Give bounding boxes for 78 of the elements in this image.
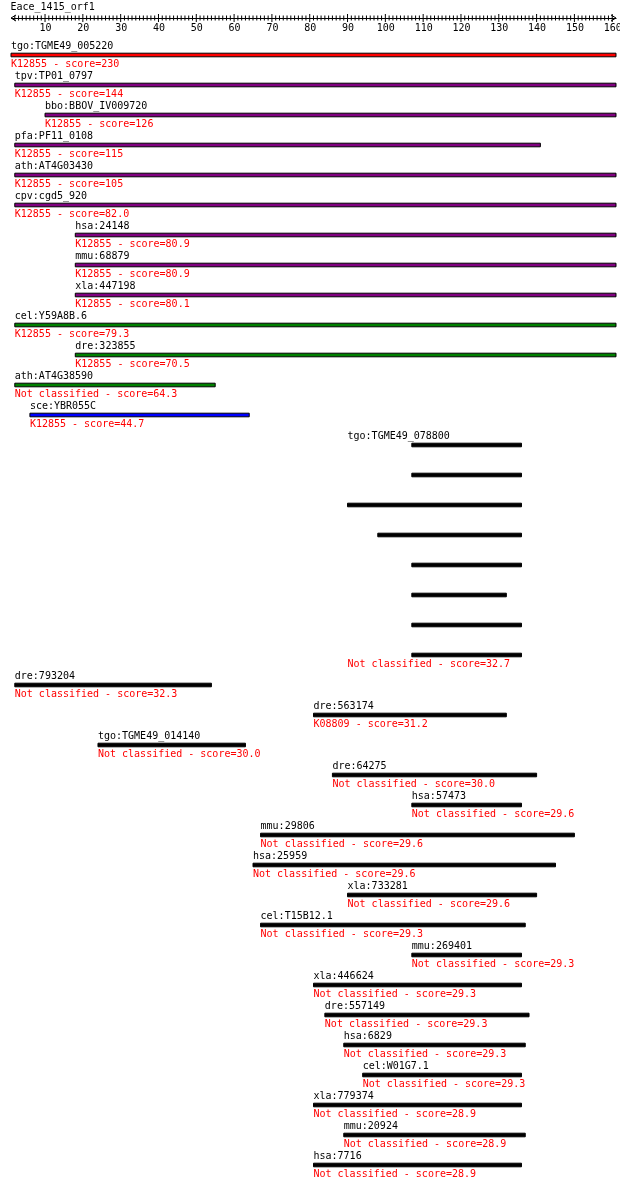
annotation: K12855 - score=70.5	[75, 358, 190, 369]
y-tick-label: ath:AT4G03430	[14, 160, 94, 171]
annotation: Not classified - score=64.3	[14, 388, 178, 399]
annotation: Not classified - score=30.0	[97, 748, 261, 759]
x-tick-label: 40	[152, 21, 165, 33]
y-tick-label: tpv:TP01_0797	[14, 70, 94, 82]
annotation: K12855 - score=82.0	[14, 208, 130, 219]
y-tick-label: tgo:TGME49_005220	[11, 40, 114, 52]
annotation: Not classified - score=29.3	[362, 1078, 526, 1089]
annotation: Not classified - score=29.6	[253, 868, 416, 879]
y-tick-label: hsa:24148	[75, 220, 130, 231]
y-tick-label: xla:447198	[75, 280, 136, 291]
x-tick-label: 110	[414, 21, 433, 33]
x-tick-label: 150	[565, 21, 584, 33]
y-tick-label: dre:563174	[313, 700, 374, 711]
y-tick-label: bbo:BBOV_IV009720	[45, 100, 148, 112]
x-tick-label: 70	[266, 21, 279, 33]
y-tick-label: cpv:cgd5_920	[14, 190, 88, 202]
y-tick-label: hsa:25959	[253, 850, 308, 861]
annotation: Not classified - score=29.6	[260, 838, 424, 849]
x-tick-label: 60	[228, 21, 241, 33]
y-tick-label: cel:T15B12.1	[260, 910, 333, 921]
annotation: K12855 - score=105	[14, 178, 124, 189]
x-tick-label: 50	[190, 21, 203, 33]
annotation: K12855 - score=44.7	[29, 418, 145, 429]
annotation: Not classified - score=29.3	[324, 1018, 488, 1029]
x-tick-label: 10	[39, 21, 52, 33]
y-tick-label: mmu:20924	[343, 1120, 398, 1131]
y-tick-label: cel:W01G7.1	[362, 1060, 429, 1071]
annotation: Not classified - score=28.9	[343, 1138, 507, 1149]
y-tick-label: xla:779374	[313, 1090, 374, 1101]
annotation: K12855 - score=79.3	[14, 328, 130, 339]
y-tick-label: dre:323855	[75, 340, 136, 351]
y-tick-label: dre:64275	[332, 760, 387, 771]
annotation: K08809 - score=31.2	[313, 718, 428, 729]
annotation: K12855 - score=80.9	[75, 268, 190, 279]
y-tick-label: mmu:29806	[260, 820, 315, 831]
annotation: K12855 - score=80.9	[75, 238, 190, 249]
x-tick-label: 120	[452, 21, 471, 33]
annotation: K12855 - score=115	[14, 148, 124, 159]
annotation: Not classified - score=32.3	[14, 688, 178, 699]
annotation: Not classified - score=29.6	[347, 898, 511, 909]
x-tick-label: 100	[376, 21, 395, 33]
y-tick-label: tgo:TGME49_078800	[347, 430, 450, 442]
annotation: K12855 - score=144	[14, 88, 124, 99]
y-tick-label: xla:733281	[347, 880, 408, 891]
annotation: Not classified - score=29.3	[260, 928, 424, 939]
annotation: Not classified - score=28.9	[313, 1108, 477, 1119]
annotation: Not classified - score=29.3	[411, 958, 575, 969]
x-tick-label: 20	[77, 21, 90, 33]
y-tick-label: hsa:6829	[343, 1030, 392, 1041]
y-tick-label: ath:AT4G38590	[14, 370, 94, 381]
annotation: Not classified - score=30.0	[332, 778, 495, 789]
x-tick-label: 140	[528, 21, 547, 33]
y-tick-label: mmu:269401	[411, 940, 473, 951]
annotation: Not classified - score=29.3	[313, 988, 477, 999]
y-tick-label: tgo:TGME49_014140	[97, 730, 201, 742]
x-tick-label: 130	[490, 21, 509, 33]
y-tick-label: sce:YBR055C	[29, 400, 97, 411]
y-tick-label: dre:557149	[324, 1000, 386, 1011]
x-tick-label: 80	[304, 21, 317, 33]
y-tick-label: xla:446624	[313, 970, 374, 981]
chart-title: Eace_1415_orf1	[10, 0, 95, 13]
annotation: Not classified - score=29.3	[343, 1048, 507, 1059]
y-tick-label: pfa:PF11_0108	[14, 130, 94, 142]
x-tick-label: 30	[115, 21, 128, 33]
annotation: Not classified - score=29.6	[411, 808, 575, 819]
y-tick-label: dre:793204	[14, 670, 75, 681]
x-tick-label: 90	[342, 21, 355, 33]
y-tick-label: cel:Y59A8B.6	[14, 310, 88, 321]
annotation: Not classified - score=32.7	[347, 658, 511, 669]
annotation: K12855 - score=80.1	[75, 298, 190, 309]
annotation: K12855 - score=230	[11, 58, 120, 69]
y-tick-label: mmu:68879	[75, 250, 130, 261]
annotation: K12855 - score=126	[45, 118, 154, 129]
y-tick-label: hsa:7716	[313, 1150, 362, 1161]
y-tick-label: hsa:57473	[411, 790, 466, 801]
annotation: Not classified - score=28.9	[313, 1168, 477, 1179]
